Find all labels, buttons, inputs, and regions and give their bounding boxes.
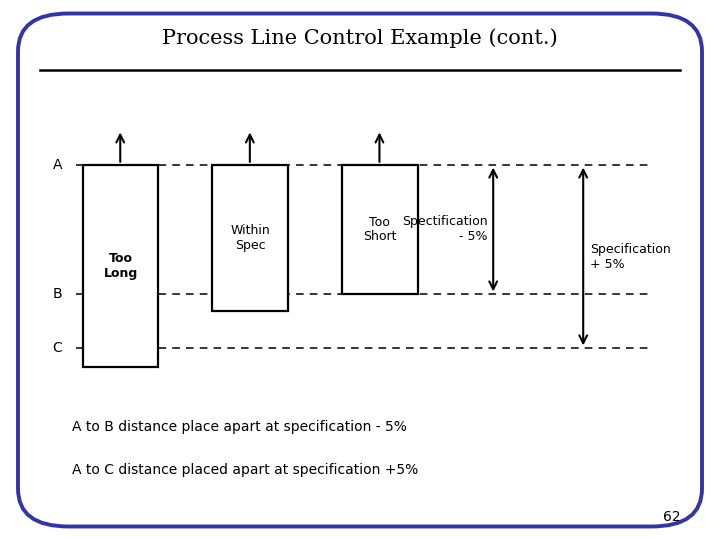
Bar xyxy=(83,165,158,367)
Text: Process Line Control Example (cont.): Process Line Control Example (cont.) xyxy=(162,28,558,48)
Text: A: A xyxy=(53,158,62,172)
Text: Too
Long: Too Long xyxy=(104,252,138,280)
Text: C: C xyxy=(52,341,62,355)
Text: Spectification
- 5%: Spectification - 5% xyxy=(402,215,487,244)
Text: 62: 62 xyxy=(663,510,680,524)
Bar xyxy=(212,165,288,310)
FancyBboxPatch shape xyxy=(18,14,702,526)
Text: Too
Short: Too Short xyxy=(363,215,397,244)
Text: Within
Spec: Within Spec xyxy=(230,224,270,252)
Text: B: B xyxy=(53,287,62,301)
Text: Specification
+ 5%: Specification + 5% xyxy=(590,242,671,271)
Text: A to C distance placed apart at specification +5%: A to C distance placed apart at specific… xyxy=(72,463,418,477)
Bar xyxy=(342,165,418,294)
Text: A to B distance place apart at specification - 5%: A to B distance place apart at specifica… xyxy=(72,420,407,434)
